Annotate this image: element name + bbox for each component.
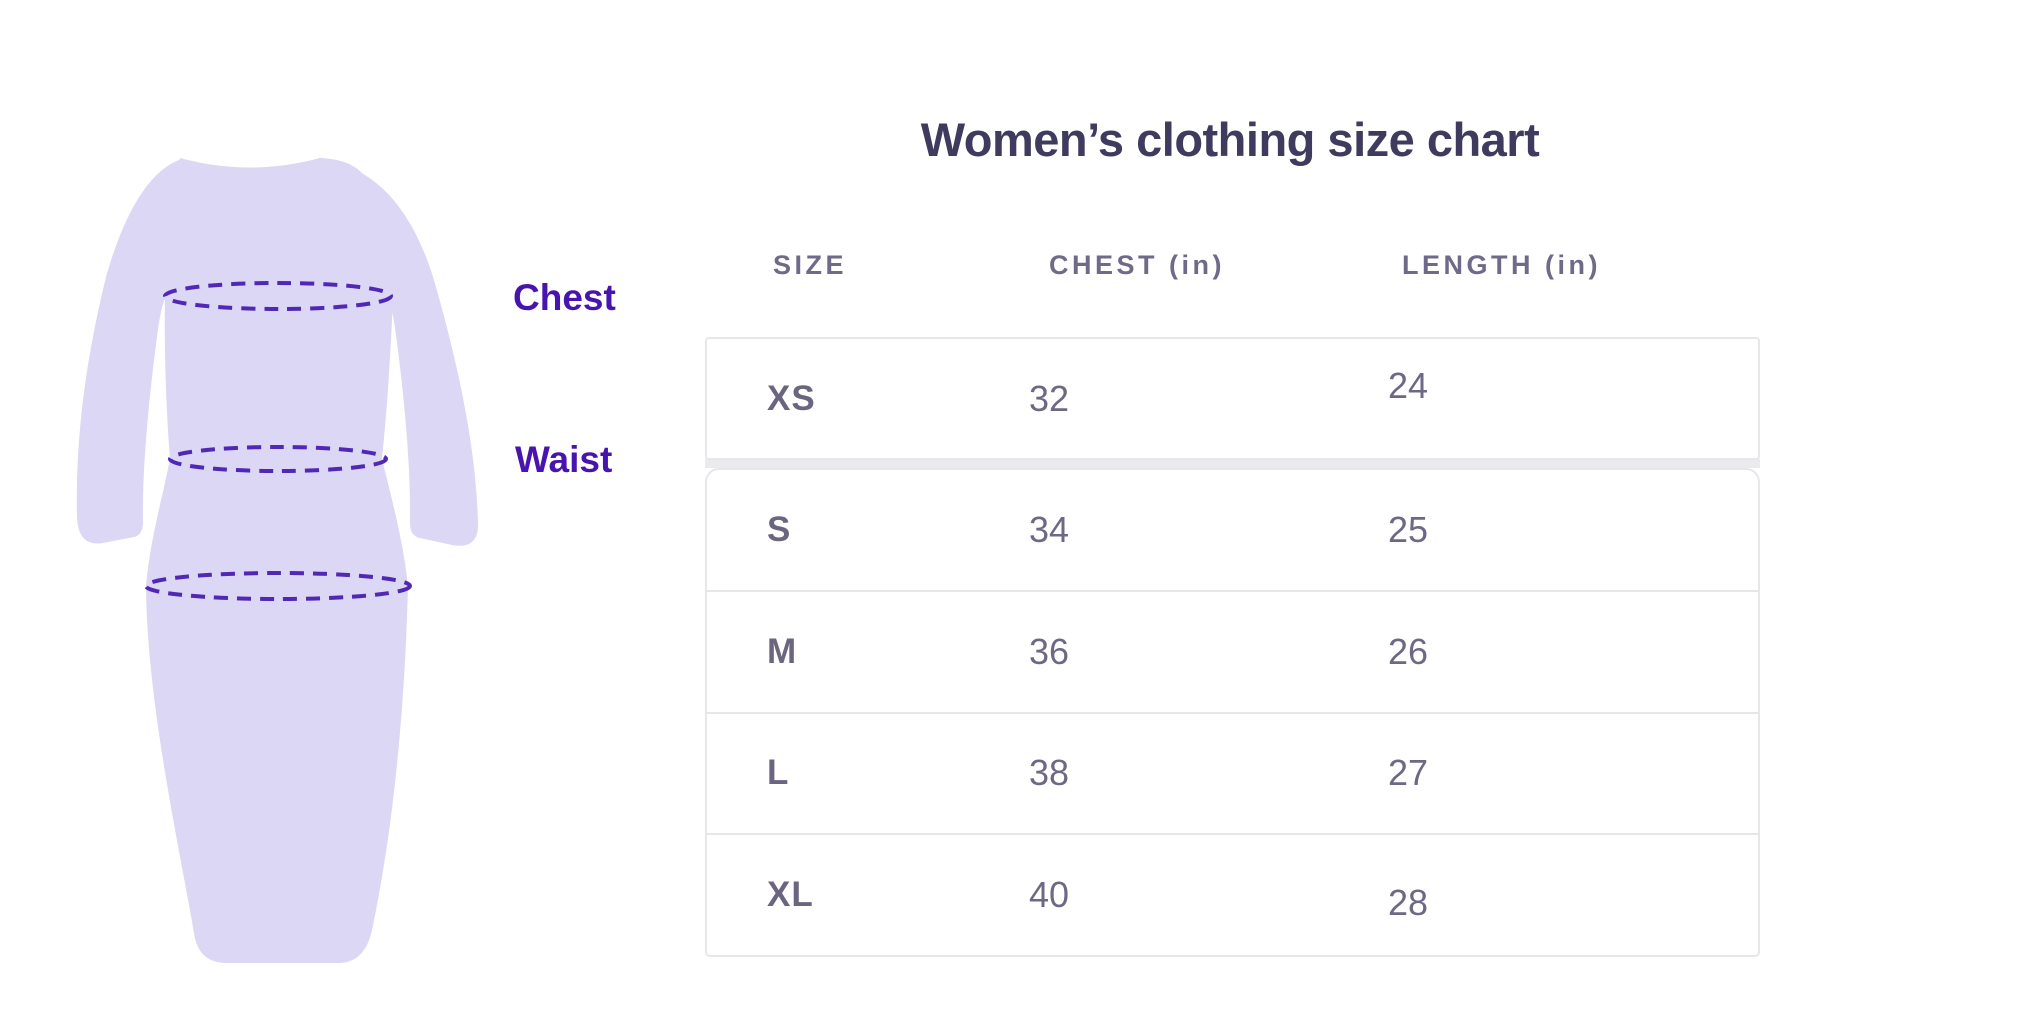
column-header-size: SIZE: [773, 250, 848, 280]
table-card-divider: [705, 459, 1760, 468]
length-cell: 27: [1388, 752, 1429, 794]
chest-cell: 34: [1029, 508, 1070, 550]
size-cell: XS: [767, 378, 816, 418]
chest-measure-label: Chest: [513, 277, 616, 318]
length-cell: 25: [1388, 508, 1429, 550]
chest-measure-ellipse: [163, 281, 393, 311]
chest-cell: 40: [1029, 874, 1070, 916]
page-title: Women’s clothing size chart: [920, 113, 1540, 166]
dress-left-sleeve: [76, 159, 182, 544]
size-cell: S: [767, 509, 792, 549]
chest-cell: 32: [1029, 377, 1070, 419]
column-header-chest: CHEST (in): [1049, 250, 1225, 280]
chest-cell: 36: [1029, 630, 1070, 672]
table-card-xs: XS 32 24: [705, 337, 1760, 460]
table-row: XS 32 24: [707, 339, 1758, 458]
table-header-row: SIZE CHEST (in) LENGTH (in): [705, 250, 1760, 286]
dress-right-sleeve: [318, 158, 479, 546]
chest-cell: 38: [1029, 752, 1070, 794]
table-row: S 34 25: [707, 470, 1758, 590]
table-row: L 38 27: [707, 711, 1758, 834]
size-cell: M: [767, 631, 798, 671]
column-header-length: LENGTH (in): [1402, 250, 1601, 280]
table-row: M 36 26: [707, 589, 1758, 712]
length-cell: 28: [1388, 882, 1429, 924]
length-cell: 26: [1388, 630, 1429, 672]
length-cell: 24: [1388, 364, 1429, 406]
dress-silhouette-body: [146, 158, 408, 963]
size-cell: XL: [767, 875, 814, 915]
size-cell: L: [767, 753, 790, 793]
dress-illustration: [76, 158, 479, 963]
waist-measure-ellipse: [168, 445, 388, 473]
table-card-group: S 34 25 M 36 26 L 38 27 XL 40 28: [705, 468, 1760, 957]
hip-measure-ellipse: [144, 571, 412, 601]
table-row: XL 40 28: [707, 833, 1758, 955]
waist-measure-label: Waist: [515, 439, 613, 480]
